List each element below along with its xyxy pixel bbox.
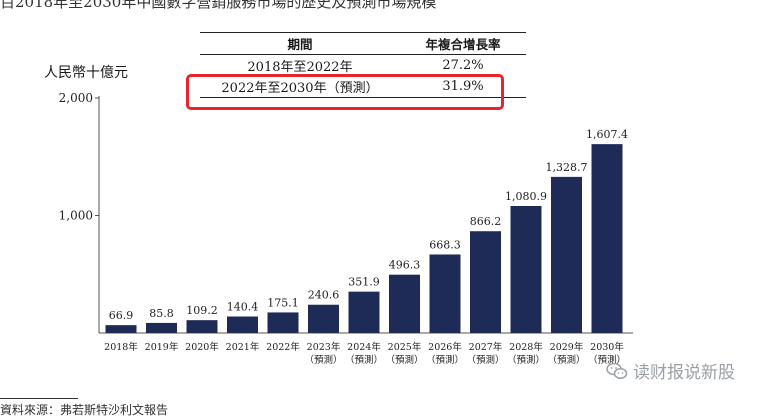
bar: [105, 325, 137, 333]
bar-value-label: 1,080.9: [505, 190, 547, 203]
header-period: 期間: [287, 37, 313, 52]
bar-value-label: 175.1: [267, 296, 299, 309]
bar-value-label: 1,328.7: [546, 161, 588, 174]
table-row: 2018年至2022年 27.2%: [200, 55, 526, 76]
bar: [267, 312, 299, 333]
bar-value-label: 240.6: [308, 289, 340, 302]
bar: [308, 304, 339, 333]
x-tick-label: 2023年: [307, 341, 341, 353]
row-rate: 27.2%: [442, 58, 484, 73]
bar-value-label: 668.3: [429, 238, 461, 251]
bar: [551, 176, 582, 333]
bar-value-label: 140.4: [227, 301, 259, 314]
x-tick-label: 2026年: [428, 341, 462, 353]
x-tick-sublabel: （預測）: [426, 354, 464, 366]
table-bottom-rule: [200, 97, 526, 98]
footnote-rule: [0, 398, 78, 399]
bar: [146, 322, 177, 333]
wechat-icon: [606, 362, 628, 379]
bar-value-label: 1,607.4: [586, 128, 628, 141]
x-tick-label: 2022年: [266, 341, 300, 353]
table-top-rule: [200, 32, 526, 33]
bar: [591, 144, 623, 333]
footnote: 資料來源：弗若斯特沙利文報告: [0, 403, 169, 417]
page-title: 百2018年至2030年中國數字營銷服務市場的歷史及預測市場規模: [0, 0, 437, 11]
x-tick-label: 2024年: [347, 341, 381, 353]
x-tick-label: 2028年: [509, 341, 543, 353]
x-tick-label: 2020年: [185, 341, 219, 353]
row-period: 2022年至2030年（預測）: [221, 81, 379, 96]
bar-value-label: 496.3: [389, 259, 421, 272]
bar-value-label: 85.8: [149, 307, 174, 320]
header-cagr: 年複合增長率: [425, 37, 501, 52]
x-tick-label: 2019年: [145, 341, 179, 353]
x-tick-sublabel: （預測）: [385, 354, 423, 366]
y-tick-label: 1,000: [59, 209, 93, 223]
x-tick-sublabel: （預測）: [547, 354, 585, 366]
bar: [227, 316, 258, 333]
row-rate: 31.9%: [442, 79, 484, 94]
x-tick-label: 2025年: [388, 341, 422, 353]
x-tick-label: 2029年: [550, 341, 584, 353]
x-tick-label: 2021年: [226, 341, 260, 353]
watermark-text: 读财报说新股: [633, 363, 735, 383]
bar: [186, 320, 218, 333]
bar: [429, 254, 461, 333]
bar-value-label: 66.9: [109, 309, 134, 322]
x-tick-label: 2030年: [590, 341, 624, 353]
cagr-table: 期間 年複合增長率 2018年至2022年 27.2% 2022年至2030年（…: [200, 32, 526, 98]
y-axis-unit-label: 人民幣十億元: [44, 65, 128, 81]
bar-value-label: 109.2: [186, 304, 218, 317]
x-tick-sublabel: （預測）: [304, 354, 342, 366]
bar: [510, 205, 542, 333]
x-tick-sublabel: （預測）: [345, 354, 383, 366]
y-tick-label: 2,000: [59, 91, 93, 105]
bar: [470, 231, 501, 333]
bar-chart: 1,000 2,000 66.9 2018年 85.8 2019年 109.2 2020年 14…: [59, 91, 633, 366]
table-row: 2022年至2030年（預測） 31.9%: [200, 76, 526, 97]
table-header-row: 期間 年複合增長率: [200, 33, 526, 54]
table-header-rule: [200, 54, 526, 55]
x-tick-sublabel: （預測）: [466, 354, 504, 366]
bar: [348, 291, 380, 333]
x-tick-label: 2018年: [104, 341, 138, 353]
watermark: 读财报说新股: [606, 358, 735, 383]
row-period: 2018年至2022年: [247, 60, 353, 75]
x-tick-sublabel: （預測）: [507, 354, 545, 366]
x-tick-label: 2027年: [469, 341, 503, 353]
bar-value-label: 866.2: [470, 215, 502, 228]
bar-value-label: 351.9: [348, 276, 380, 289]
highlight-box: [186, 74, 504, 110]
bar: [389, 274, 420, 333]
